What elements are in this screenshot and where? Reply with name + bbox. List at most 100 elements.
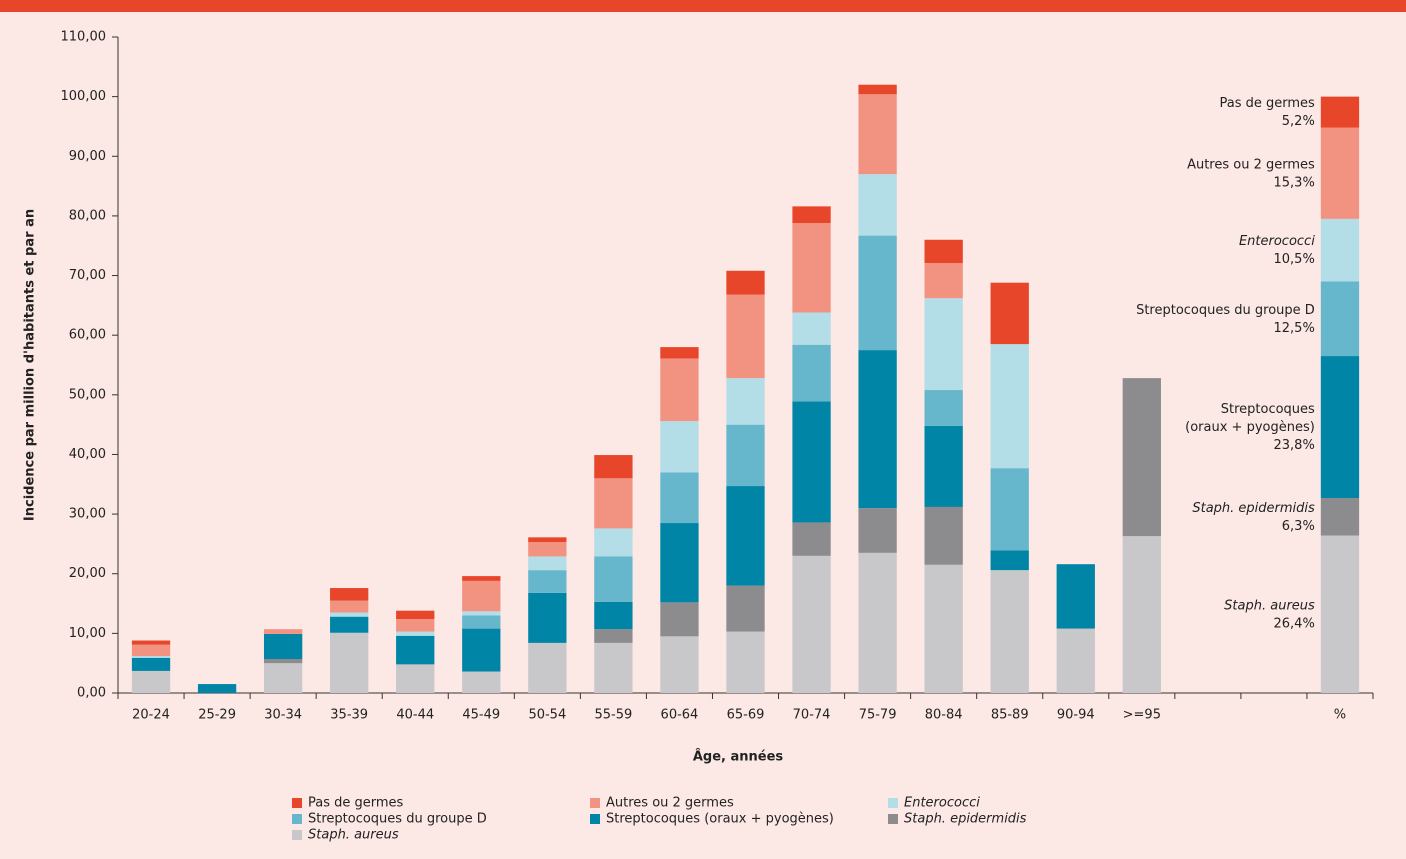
segment-annotation: Pas de germes 5,2% — [1220, 96, 1316, 129]
bar-segment — [528, 570, 567, 593]
bar-segment — [1320, 535, 1360, 693]
bar-segment — [858, 350, 897, 509]
legend-swatch — [292, 814, 302, 824]
legend-swatch — [292, 830, 302, 840]
bar-segment — [528, 592, 567, 643]
bar-segment — [660, 636, 699, 693]
bar-segment — [396, 635, 435, 665]
bar-segment — [990, 282, 1029, 345]
bar-segment — [528, 537, 567, 543]
bar-segment — [792, 206, 831, 224]
x-tick-label: 55-59 — [595, 708, 633, 723]
y-tick-label: 90,00 — [69, 149, 106, 164]
legend-swatch — [888, 814, 898, 824]
x-tick-label: 40-44 — [396, 708, 434, 723]
bar-segment — [131, 640, 171, 645]
bar-segment — [462, 576, 501, 581]
bar-segment — [1320, 281, 1360, 357]
bar-segment — [1320, 497, 1360, 536]
bar-segment — [594, 629, 633, 643]
bar-segment — [462, 615, 501, 629]
bar-segment — [594, 478, 633, 529]
bar-segment — [263, 633, 303, 660]
segment-value-label: 12,5% — [1274, 320, 1315, 335]
segment-name: Staph. aureus — [1224, 598, 1315, 613]
bar-segment — [594, 455, 633, 479]
bar-segment — [858, 94, 897, 175]
bar-segment — [858, 552, 897, 693]
bar-segment — [792, 223, 831, 313]
x-tick-label: 20-24 — [132, 708, 170, 723]
bar-segment — [924, 298, 963, 391]
bar-segment — [726, 631, 765, 693]
legend-label: Staph. epidermidis — [904, 812, 1027, 827]
bar-segment — [594, 556, 633, 602]
segment-value-label: 5,2% — [1282, 114, 1315, 129]
bar-segment — [990, 570, 1029, 693]
bar-segment — [528, 556, 567, 571]
bar-segment — [858, 235, 897, 351]
segment-annotation: Staph. aureus 26,4% — [1224, 598, 1315, 631]
segment-name: Staph. epidermidis — [1192, 500, 1315, 515]
bar-segment — [1320, 127, 1360, 219]
x-tick-label: 65-69 — [727, 708, 765, 723]
bar-segment — [726, 270, 765, 295]
y-tick-label: 50,00 — [69, 387, 106, 402]
segment-value-label: 10,5% — [1274, 252, 1315, 267]
legend-swatch — [590, 798, 600, 808]
x-tick-label: 50-54 — [528, 708, 566, 723]
x-axis-label: Âge, années — [693, 749, 784, 765]
y-tick-label: 110,00 — [61, 30, 107, 45]
bar-segment — [594, 642, 633, 693]
bar-segment — [131, 657, 171, 671]
x-tick-label: 80-84 — [925, 708, 963, 723]
bar-segment — [594, 528, 633, 557]
bar-segment — [924, 425, 963, 507]
legend-label: Streptocoques du groupe D — [308, 812, 487, 827]
segment-annotation: Staph. epidermidis 6,3% — [1192, 500, 1315, 533]
legend-swatch — [590, 814, 600, 824]
bar-segment — [1122, 378, 1161, 537]
y-tick-label: 20,00 — [69, 566, 106, 581]
bar-segment — [990, 550, 1029, 571]
bar-segment — [330, 612, 369, 617]
bar-segment — [726, 378, 765, 425]
y-tick-label: 10,00 — [69, 626, 106, 641]
bar-segment — [990, 468, 1029, 551]
bar-segment — [330, 632, 369, 693]
legend-label: Staph. aureus — [308, 828, 399, 843]
bar-segment — [1122, 536, 1161, 693]
legend-swatch — [888, 798, 898, 808]
bar-segment — [396, 619, 435, 632]
x-tick-label: 75-79 — [859, 708, 897, 723]
bar-segment — [396, 610, 435, 620]
x-tick-label: 30-34 — [264, 708, 302, 723]
bar-segment — [528, 642, 567, 693]
bar-segment — [792, 555, 831, 693]
bar-segment — [924, 564, 963, 693]
bar-segment — [131, 670, 171, 693]
y-tick-label: 70,00 — [69, 268, 106, 283]
bar-segment — [131, 644, 171, 657]
bar-segment — [792, 522, 831, 556]
bar-segment — [924, 263, 963, 299]
bar-segment — [263, 663, 303, 693]
bar-segment — [660, 523, 699, 603]
bar-segment — [726, 486, 765, 586]
bar-segment — [462, 671, 501, 693]
segment-value-label: 23,8% — [1274, 438, 1315, 453]
bar-segment — [660, 421, 699, 473]
bar-segment — [396, 631, 435, 636]
segment-annotation: Streptocoques du groupe D 12,5% — [1136, 302, 1315, 335]
y-tick-label: 100,00 — [61, 89, 107, 104]
bar-segment — [726, 424, 765, 487]
segment-value-label: 6,3% — [1282, 518, 1315, 533]
bar-segment — [660, 358, 699, 422]
bar-segment — [660, 602, 699, 637]
y-tick-label: 80,00 — [69, 208, 106, 223]
x-tick-label: >=95 — [1123, 708, 1161, 723]
bar-segment — [990, 344, 1029, 469]
y-tick-label: 60,00 — [69, 328, 106, 343]
